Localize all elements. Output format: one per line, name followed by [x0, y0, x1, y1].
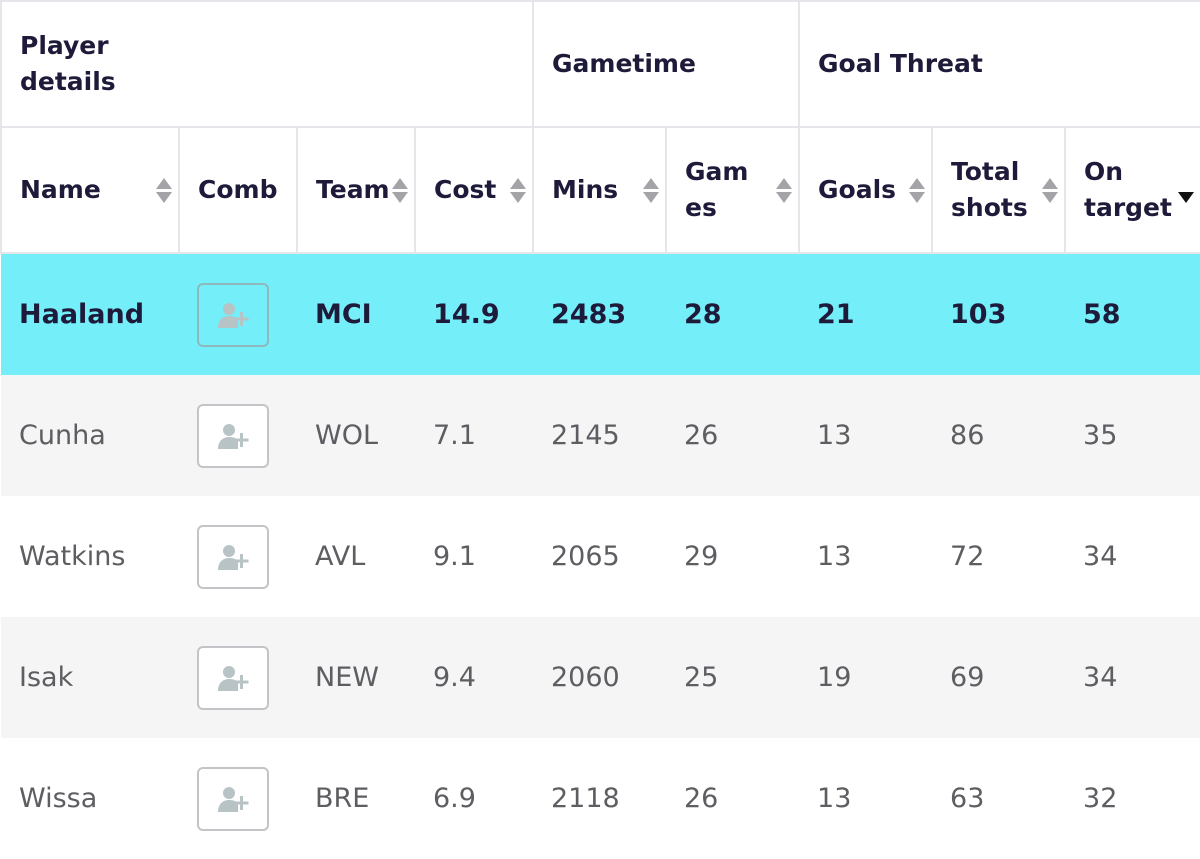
- column-label: Comb: [198, 175, 278, 204]
- comb-cell: [179, 617, 297, 738]
- total-shots: 86: [932, 375, 1066, 496]
- sort-icon[interactable]: [641, 177, 661, 203]
- column-label: Team: [316, 175, 390, 204]
- goals: 13: [799, 496, 933, 617]
- column-header-row: Name Comb Team Cost Mins Games Goals Tot…: [0, 126, 1200, 254]
- add-to-comb-button[interactable]: [197, 403, 269, 468]
- player-name[interactable]: Isak: [1, 617, 179, 738]
- games: 28: [666, 253, 800, 375]
- add-to-comb-button[interactable]: [197, 766, 269, 831]
- team: WOL: [297, 375, 415, 496]
- mins: 2065: [533, 496, 666, 617]
- team: BRE: [297, 738, 415, 859]
- goals: 13: [799, 738, 933, 859]
- add-to-comb-button[interactable]: [197, 645, 269, 710]
- column-label: Goals: [818, 175, 897, 204]
- column-label: Cost: [434, 175, 497, 204]
- group-header-label: Player details: [20, 31, 116, 96]
- add-user-icon: [218, 665, 249, 691]
- mins: 2118: [533, 738, 666, 859]
- sort-icon[interactable]: [154, 177, 174, 203]
- table-row[interactable]: Watkins AVL 9.1 2065 29 13 72 34: [1, 496, 1200, 617]
- games: 29: [666, 496, 800, 617]
- column-header-cost[interactable]: Cost: [414, 126, 534, 254]
- cost: 9.1: [415, 496, 533, 617]
- mins: 2483: [533, 253, 666, 375]
- column-header-mins[interactable]: Mins: [532, 126, 667, 254]
- player-name[interactable]: Watkins: [1, 496, 179, 617]
- sort-icon[interactable]: [1040, 177, 1060, 203]
- column-label: Mins: [552, 175, 619, 204]
- sort-icon[interactable]: [907, 177, 927, 203]
- games: 26: [666, 738, 800, 859]
- comb-cell: [179, 253, 297, 375]
- cost: 6.9: [415, 738, 533, 859]
- add-to-comb-button[interactable]: [197, 282, 269, 347]
- total-shots: 63: [932, 738, 1066, 859]
- mins: 2145: [533, 375, 666, 496]
- player-name[interactable]: Haaland: [1, 253, 179, 375]
- column-label: Total shots: [951, 157, 1028, 222]
- group-header-label: Goal Threat: [818, 49, 983, 78]
- add-user-icon: [218, 302, 249, 328]
- goals: 13: [799, 375, 933, 496]
- column-header-games[interactable]: Games: [664, 126, 801, 254]
- group-header-label: Gametime: [552, 49, 696, 78]
- team: MCI: [297, 253, 415, 375]
- cost: 14.9: [415, 253, 533, 375]
- table-row[interactable]: Wissa BRE 6.9 2118 26 13 63 32: [1, 738, 1200, 859]
- total-shots: 103: [932, 253, 1066, 375]
- add-user-icon: [218, 786, 249, 812]
- comb-cell: [179, 375, 297, 496]
- on-target: 34: [1065, 617, 1200, 738]
- on-target: 35: [1065, 375, 1200, 496]
- table-row[interactable]: Cunha WOL 7.1 2145 26 13 86 35: [1, 375, 1200, 496]
- group-header-player-details: Player details: [0, 0, 534, 128]
- goals: 19: [799, 617, 933, 738]
- games: 26: [666, 375, 800, 496]
- column-header-name[interactable]: Name: [0, 126, 180, 254]
- total-shots: 72: [932, 496, 1066, 617]
- total-shots: 69: [932, 617, 1066, 738]
- on-target: 58: [1065, 253, 1200, 375]
- player-name[interactable]: Wissa: [1, 738, 179, 859]
- column-label: Games: [685, 157, 749, 222]
- column-header-total-shots[interactable]: Total shots: [931, 126, 1067, 254]
- table-row[interactable]: Haaland MCI 14.9 2483 28 21 103 58: [1, 253, 1200, 375]
- table-row[interactable]: Isak NEW 9.4 2060 25 19 69 34: [1, 617, 1200, 738]
- column-label: Name: [20, 175, 101, 204]
- goals: 21: [799, 253, 933, 375]
- add-user-icon: [218, 423, 249, 449]
- column-header-goals[interactable]: Goals: [798, 126, 934, 254]
- column-header-team[interactable]: Team: [296, 126, 416, 254]
- sort-icon[interactable]: [774, 177, 794, 203]
- column-header-on-target[interactable]: On target: [1064, 126, 1200, 254]
- comb-cell: [179, 496, 297, 617]
- add-user-icon: [218, 544, 249, 570]
- comb-cell: [179, 738, 297, 859]
- cost: 7.1: [415, 375, 533, 496]
- sort-icon[interactable]: [390, 177, 410, 203]
- team: NEW: [297, 617, 415, 738]
- column-label: On target: [1084, 157, 1172, 222]
- on-target: 34: [1065, 496, 1200, 617]
- cost: 9.4: [415, 617, 533, 738]
- add-to-comb-button[interactable]: [197, 524, 269, 589]
- player-name[interactable]: Cunha: [1, 375, 179, 496]
- group-header-row: Player details Gametime Goal Threat: [0, 0, 1200, 128]
- sort-desc-icon[interactable]: [1176, 178, 1196, 203]
- sort-icon[interactable]: [508, 177, 528, 203]
- mins: 2060: [533, 617, 666, 738]
- group-header-gametime: Gametime: [531, 0, 801, 128]
- column-header-comb: Comb: [178, 126, 298, 254]
- group-header-goal-threat: Goal Threat: [798, 0, 1200, 128]
- on-target: 32: [1065, 738, 1200, 859]
- team: AVL: [297, 496, 415, 617]
- games: 25: [666, 617, 800, 738]
